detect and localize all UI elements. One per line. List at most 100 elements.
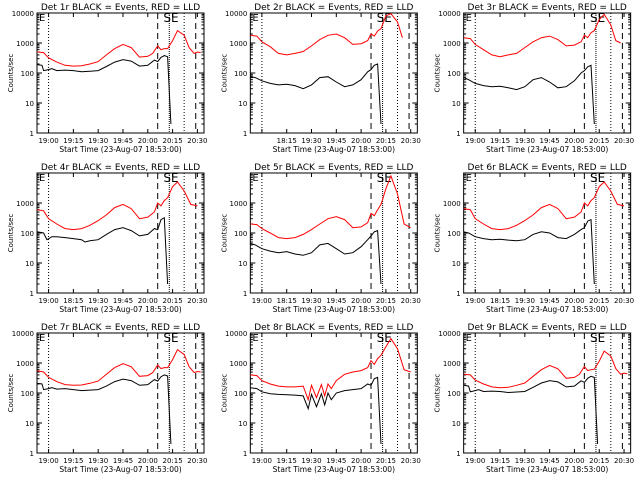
y-tick-label: 10 (238, 420, 247, 428)
x-tick-label: 19:00 (38, 137, 58, 145)
plot-frame (249, 12, 418, 134)
x-tick-label: 20:15 (376, 137, 396, 145)
y-tick-label: 10000 (438, 10, 460, 18)
annotation-SE: SE (377, 331, 392, 345)
x-tick-label: 19:45 (326, 137, 346, 145)
y-tick-label: 10 (25, 100, 34, 108)
annotation-SE: SE (163, 331, 178, 345)
annotation-SE: SE (163, 171, 178, 185)
x-tick-label: 20:30 (614, 457, 634, 465)
annotation-E: E (466, 333, 472, 344)
annotation-E: E (466, 13, 472, 24)
x-axis-label: Start Time (23-Aug-07 18:53:00) (59, 145, 181, 154)
x-tick-label: 19:15 (490, 457, 510, 465)
series-events (36, 55, 172, 125)
y-tick-label: 1 (30, 130, 34, 138)
annotation-E: E (39, 13, 45, 24)
x-tick-label: 19:45 (113, 297, 133, 305)
annotation-E: E (252, 173, 258, 184)
y-tick-label: 100 (447, 390, 460, 398)
x-axis-label: Start Time (23-Aug-07 18:53:00) (273, 145, 395, 154)
y-tick-label: 1000 (230, 200, 248, 208)
x-tick-label: 20:00 (351, 137, 371, 145)
series-lld (463, 350, 628, 389)
series-lld (36, 181, 198, 231)
x-tick-label: 19:00 (252, 457, 272, 465)
y-tick-label: 100 (234, 70, 247, 78)
x-axis-label: Start Time (23-Aug-07 18:53:00) (486, 145, 608, 154)
panel-title: Det 2r BLACK = Events, RED = LLD (254, 3, 413, 13)
x-tick-label: 19:00 (465, 457, 485, 465)
x-tick-label: 19:30 (515, 137, 535, 145)
series-events (250, 63, 382, 125)
x-tick-label: 19:00 (465, 297, 485, 305)
panel-3: Det 3r BLACK = Events, RED = LLD 1 10 100 10… (434, 3, 634, 154)
x-tick-label: 20:15 (162, 297, 182, 305)
x-axis-label: Start Time (23-Aug-07 18:53:00) (273, 465, 395, 474)
plot-frame (463, 12, 632, 134)
x-tick-label: 19:00 (252, 297, 272, 305)
y-tick-label: 1 (456, 130, 460, 138)
y-tick-label: 10 (238, 260, 247, 268)
panel-title: Det 6r BLACK = Events, RED = LLD (468, 163, 627, 173)
x-tick-label: 20:00 (564, 457, 584, 465)
x-tick-label: 20:30 (401, 137, 421, 145)
annotation-E: E (466, 173, 472, 184)
series-lld (36, 29, 201, 67)
y-tick-label: 1000 (16, 40, 34, 48)
x-tick-label: 19:00 (38, 297, 58, 305)
x-tick-label: 20:15 (589, 457, 609, 465)
annotation-E: E (39, 173, 45, 184)
annotation-E: E (252, 333, 258, 344)
panel-1: Det 1r BLACK = Events, RED = LLD 1 10 100 10… (7, 3, 207, 154)
series-lld (36, 348, 201, 386)
panel-title: Det 7r BLACK = Events, RED = LLD (41, 323, 200, 333)
y-axis-label: Counts/sec (434, 54, 442, 93)
series-events (463, 375, 599, 445)
x-tick-label: 20:00 (138, 137, 158, 145)
x-tick-label: 20:30 (614, 137, 634, 145)
y-axis-label: Counts/sec (7, 214, 15, 253)
plot-frame (463, 332, 632, 454)
y-tick-label: 100 (447, 230, 460, 238)
x-axis-label: Start Time (23-Aug-07 18:53:00) (59, 465, 181, 474)
y-tick-label: 1000 (230, 40, 248, 48)
annotation-SE: SE (163, 11, 178, 25)
x-axis-label: Start Time (23-Aug-07 18:53:00) (486, 465, 608, 474)
x-axis-label: Start Time (23-Aug-07 18:53:00) (273, 305, 395, 314)
x-tick-label: 18:15 (277, 137, 297, 145)
series-events (250, 376, 382, 445)
x-tick-label: 19:30 (515, 297, 535, 305)
y-tick-label: 1000 (16, 200, 34, 208)
series-events (250, 229, 382, 285)
x-tick-label: 20:30 (187, 297, 207, 305)
y-axis-label: Counts/sec (220, 374, 228, 413)
panel-title: Det 8r BLACK = Events, RED = LLD (254, 323, 413, 333)
panel-9: Det 9r BLACK = Events, RED = LLD 1 10 100 10… (434, 323, 634, 474)
y-tick-label: 10 (238, 100, 247, 108)
annotation-SE: SE (590, 11, 605, 25)
series-lld (463, 13, 621, 58)
x-tick-label: 20:15 (162, 137, 182, 145)
x-tick-label: 19:00 (465, 137, 485, 145)
y-tick-label: 1000 (443, 360, 461, 368)
panel-title: Det 3r BLACK = Events, RED = LLD (468, 3, 627, 13)
x-tick-label: 20:30 (187, 137, 207, 145)
panel-5: Det 5r BLACK = Events, RED = LLD 1 10 100 10… (220, 163, 420, 314)
x-tick-label: 19:45 (113, 137, 133, 145)
x-tick-label: 20:00 (138, 457, 158, 465)
panel-title: Det 5r BLACK = Events, RED = LLD (254, 163, 413, 173)
y-axis-label: Counts/sec (7, 54, 15, 93)
annotation-E: E (252, 13, 258, 24)
y-tick-label: 10000 (12, 10, 34, 18)
x-tick-label: 19:30 (301, 137, 321, 145)
y-tick-label: 10000 (12, 330, 34, 338)
x-tick-label: 20:30 (187, 457, 207, 465)
series-events (463, 64, 595, 125)
panel-7: Det 7r BLACK = Events, RED = LLD 1 10 100 10… (7, 323, 207, 474)
x-tick-label: 19:00 (38, 457, 58, 465)
y-tick-label: 1000 (443, 200, 461, 208)
panel-8: Det 8r BLACK = Events, RED = LLD 1 10 100 10… (220, 323, 420, 474)
panel-2: Det 2r BLACK = Events, RED = LLD 1 10 100 10… (220, 3, 420, 154)
